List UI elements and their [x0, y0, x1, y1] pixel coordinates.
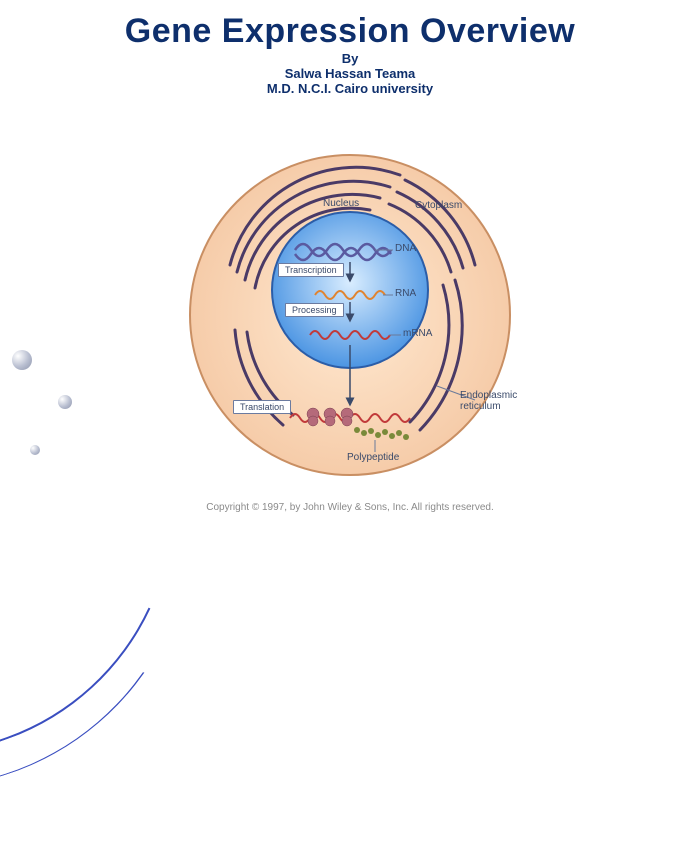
- affiliation: M.D. N.C.I. Cairo university: [0, 81, 700, 96]
- ribosome-group: [307, 408, 353, 426]
- step-processing: Processing: [285, 303, 344, 317]
- label-polypeptide: Polypeptide: [347, 452, 399, 463]
- label-dna: DNA: [395, 243, 416, 254]
- step-translation: Translation: [233, 400, 291, 414]
- author: Salwa Hassan Teama: [0, 66, 700, 81]
- step-transcription: Transcription: [278, 263, 344, 277]
- label-er: Endoplasmic reticulum: [460, 390, 530, 412]
- copyright-text: Copyright © 1997, by John Wiley & Sons, …: [0, 502, 700, 513]
- page-title: Gene Expression Overview: [0, 12, 700, 51]
- byline: By: [0, 51, 700, 66]
- title-block: Gene Expression Overview By Salwa Hassan…: [0, 0, 700, 96]
- cell-diagram: Nucleus Cytoplasm DNA RNA mRNA Endoplasm…: [175, 150, 525, 490]
- label-nucleus: Nucleus: [323, 198, 359, 209]
- label-mrna: mRNA: [403, 328, 432, 339]
- label-cytoplasm: Cytoplasm: [415, 200, 462, 211]
- label-rna: RNA: [395, 288, 416, 299]
